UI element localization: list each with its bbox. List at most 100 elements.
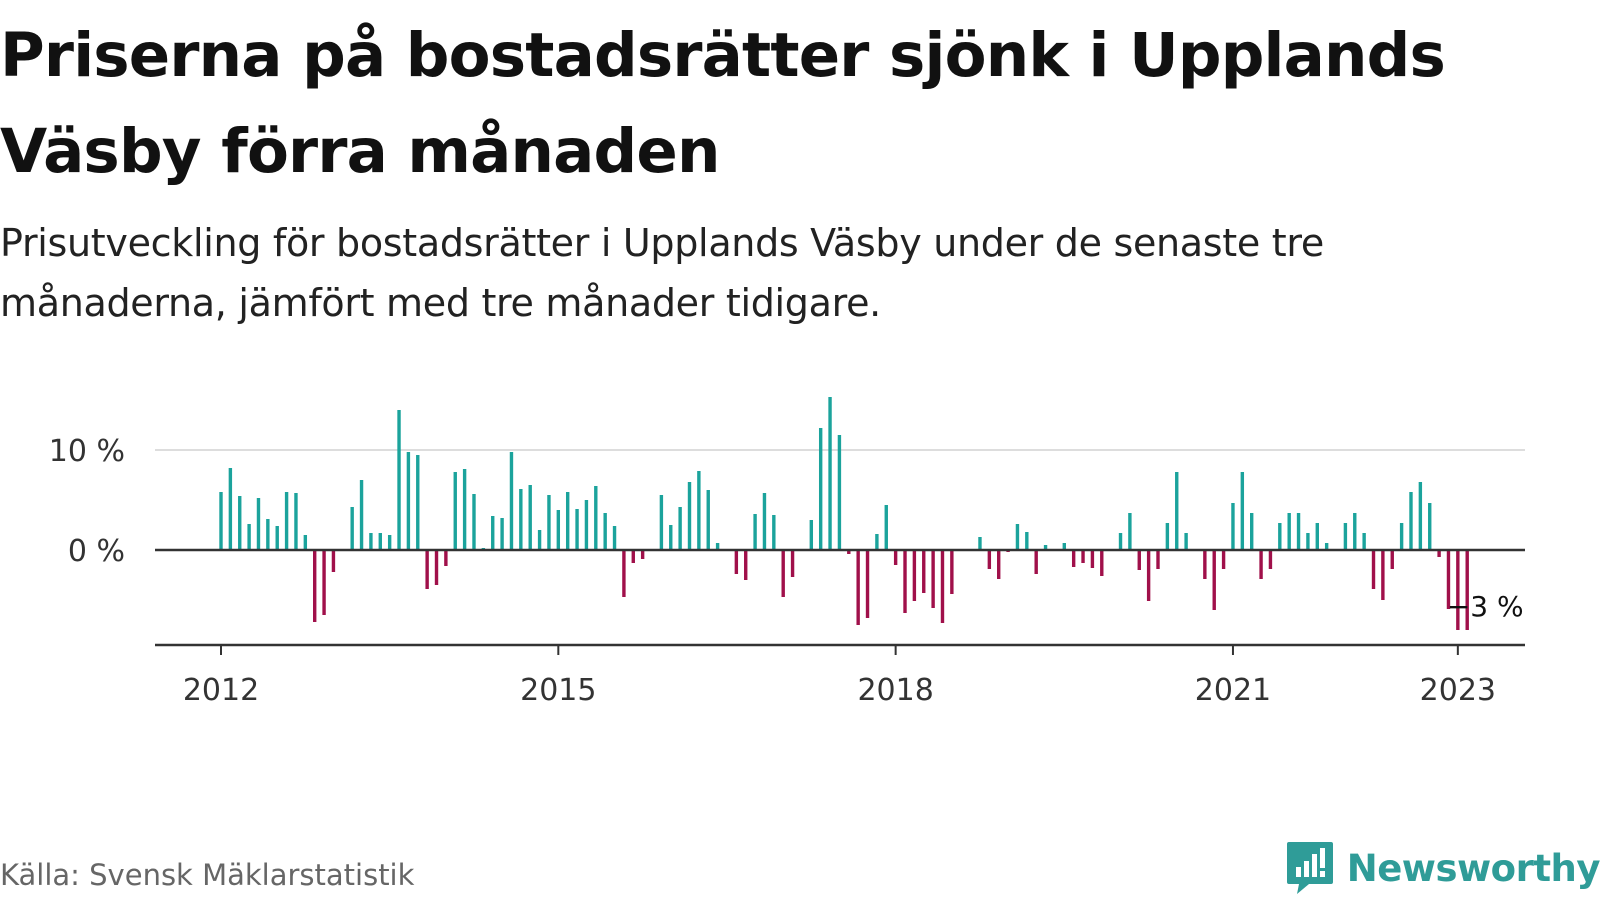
x-tick-label: 2023	[1420, 673, 1496, 708]
bar	[1306, 533, 1310, 550]
bar	[1287, 513, 1291, 550]
bar	[547, 495, 551, 550]
bar	[978, 537, 982, 550]
x-tick-label: 2021	[1195, 673, 1271, 708]
bar	[1446, 550, 1451, 609]
bar	[865, 550, 870, 618]
bar	[1221, 550, 1226, 569]
bar	[444, 550, 448, 566]
bar	[1399, 523, 1404, 550]
bar	[809, 520, 814, 550]
y-tick-label: 0 %	[68, 534, 125, 569]
bar	[1025, 532, 1029, 550]
bar	[219, 492, 223, 550]
bar	[1278, 523, 1282, 550]
bar	[1250, 513, 1254, 550]
bar	[1015, 524, 1020, 550]
bar	[584, 500, 589, 550]
bar	[790, 550, 795, 577]
bar	[856, 550, 860, 625]
bar	[1268, 550, 1273, 569]
bar	[1184, 533, 1188, 550]
bar	[350, 507, 354, 550]
bar	[950, 550, 954, 594]
bar	[678, 507, 682, 550]
bar	[706, 490, 710, 550]
bar	[715, 543, 720, 550]
bar	[1146, 550, 1151, 601]
bar	[1456, 550, 1460, 630]
bar	[425, 550, 429, 589]
bar	[1137, 550, 1141, 570]
bar	[256, 498, 261, 550]
bar	[931, 550, 935, 608]
bar	[509, 452, 514, 550]
bar	[228, 468, 233, 550]
bar	[1296, 513, 1301, 550]
bar	[294, 493, 298, 550]
bar	[1034, 550, 1038, 574]
bar	[1428, 503, 1432, 550]
bar	[1165, 523, 1170, 550]
bar	[734, 550, 739, 574]
bar	[397, 410, 401, 550]
bar	[1043, 545, 1048, 550]
bar	[1343, 523, 1348, 550]
bar	[1203, 550, 1207, 579]
bar	[997, 550, 1001, 579]
bar	[753, 514, 757, 550]
bar	[313, 550, 317, 622]
bar	[1081, 550, 1085, 563]
bar	[359, 480, 364, 550]
bar	[331, 550, 336, 572]
bar	[603, 513, 607, 550]
x-tick-label: 2018	[857, 673, 933, 708]
bar	[1240, 472, 1245, 550]
bar	[247, 524, 251, 550]
bar	[453, 472, 457, 550]
bar	[472, 494, 476, 550]
brand-name: Newsworthy	[1346, 846, 1600, 890]
bar	[462, 469, 467, 550]
bar	[659, 495, 664, 550]
bar	[406, 452, 411, 550]
bar	[875, 534, 879, 550]
bar	[556, 510, 561, 550]
bar	[1062, 543, 1066, 550]
bar	[537, 530, 542, 550]
bar	[640, 550, 645, 559]
bar	[1381, 550, 1385, 600]
bar	[847, 550, 851, 554]
bar	[303, 535, 308, 550]
bar	[1324, 543, 1329, 550]
bar	[416, 455, 420, 550]
bar	[322, 550, 326, 615]
bar	[1465, 550, 1469, 630]
bar	[1212, 550, 1216, 610]
bar	[1090, 550, 1095, 568]
bar	[762, 493, 767, 550]
bar	[491, 516, 495, 550]
bar	[1437, 550, 1441, 557]
bar	[1371, 550, 1376, 589]
bar	[378, 533, 382, 550]
bar	[903, 550, 907, 613]
bar	[575, 509, 579, 550]
bar	[1259, 550, 1263, 579]
bar	[893, 550, 898, 565]
annotation: −3 %	[1447, 590, 1524, 623]
bar	[369, 533, 373, 550]
bar	[912, 550, 917, 601]
bar	[687, 482, 692, 550]
bar	[1118, 533, 1123, 550]
bar	[1175, 472, 1179, 550]
bar	[1362, 533, 1366, 550]
brand-logo[interactable]: Newsworthy	[1285, 838, 1600, 898]
x-tick-label: 2015	[520, 673, 596, 708]
bar	[884, 505, 888, 550]
source-note: Källa: Svensk Mäklarstatistik	[0, 858, 415, 892]
bar	[519, 489, 523, 550]
bar	[631, 550, 635, 563]
bar	[818, 428, 823, 550]
bar	[837, 435, 842, 550]
